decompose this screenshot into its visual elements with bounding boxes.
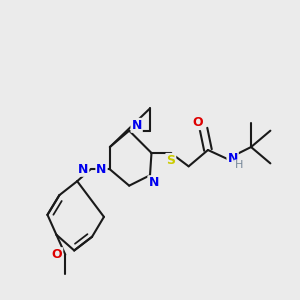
Text: N: N bbox=[227, 152, 238, 165]
Text: S: S bbox=[166, 154, 175, 167]
Text: H: H bbox=[235, 160, 243, 170]
Text: N: N bbox=[96, 163, 107, 176]
Text: O: O bbox=[52, 248, 62, 261]
Text: N: N bbox=[78, 163, 88, 176]
Text: N: N bbox=[148, 176, 159, 189]
Text: N: N bbox=[131, 119, 142, 132]
Text: O: O bbox=[193, 116, 203, 129]
